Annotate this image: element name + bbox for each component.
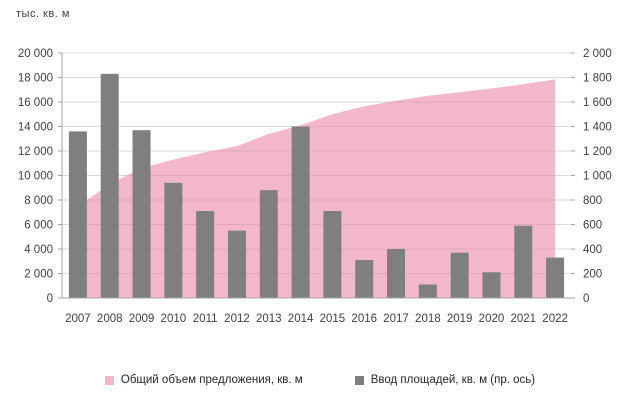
year-label-2009: 2009 <box>129 313 155 325</box>
left-axis-tick-label: 16 000 <box>18 97 53 109</box>
left-axis-tick-label: 2 000 <box>24 269 53 281</box>
left-axis-tick-label: 8 000 <box>24 195 53 207</box>
left-axis-tick-label: 4 000 <box>24 244 53 256</box>
supply-legend-swatch-icon <box>104 375 114 385</box>
right-axis-tick-label: 800 <box>583 195 602 207</box>
year-label-2007: 2007 <box>65 313 91 325</box>
right-axis-tick-label: 400 <box>583 244 602 256</box>
bar-2014 <box>291 126 310 298</box>
supply-legend-label: Общий объем предложения, кв. м <box>120 374 303 386</box>
right-axis-tick-label: 0 <box>583 293 589 305</box>
year-label-2016: 2016 <box>351 313 377 325</box>
year-label-2021: 2021 <box>510 313 536 325</box>
left-axis-tick-label: 6 000 <box>24 220 53 232</box>
right-axis-tick-label: 600 <box>583 220 602 232</box>
year-label-2017: 2017 <box>383 313 409 325</box>
bar-2021 <box>514 225 533 298</box>
year-label-2019: 2019 <box>447 313 473 325</box>
legend-item-supply: Общий объем предложения, кв. м <box>104 374 303 386</box>
bar-2013 <box>259 190 278 298</box>
bar-2010 <box>164 182 183 298</box>
year-label-2013: 2013 <box>256 313 282 325</box>
bar-2020 <box>482 272 501 298</box>
left-axis-tick-label: 10 000 <box>18 171 53 183</box>
left-axis-tick-label: 18 000 <box>18 73 53 85</box>
right-axis-tick-label: 1 200 <box>583 146 612 158</box>
bar-2011 <box>196 211 215 298</box>
year-label-2022: 2022 <box>542 313 568 325</box>
bar-2007 <box>68 131 87 298</box>
year-label-2011: 2011 <box>193 313 218 325</box>
bar-2017 <box>387 249 406 298</box>
bar-2012 <box>227 230 246 298</box>
bar-2008 <box>100 73 119 298</box>
year-label-2010: 2010 <box>161 313 187 325</box>
bar-2009 <box>132 130 151 298</box>
year-label-2014: 2014 <box>288 313 314 325</box>
year-label-2012: 2012 <box>224 313 250 325</box>
left-axis-tick-label: 0 <box>47 293 53 305</box>
right-axis-tick-label: 1 400 <box>583 122 612 134</box>
left-axis-unit-label: тыс. кв. м <box>16 8 70 20</box>
new-areas-legend-label: Ввод площадей, кв. м (пр. ось) <box>370 374 536 386</box>
chart-legend: Общий объем предложения, кв. м Ввод площ… <box>0 374 640 386</box>
year-label-2008: 2008 <box>97 313 123 325</box>
bar-2019 <box>450 252 469 298</box>
right-axis-tick-label: 1 000 <box>583 171 612 183</box>
year-label-2018: 2018 <box>415 313 441 325</box>
year-label-2020: 2020 <box>479 313 505 325</box>
left-axis-tick-label: 20 000 <box>18 48 53 60</box>
left-axis-tick-label: 12 000 <box>18 146 53 158</box>
bar-2018 <box>418 284 437 298</box>
new-areas-legend-swatch-icon <box>354 375 364 385</box>
right-axis-tick-label: 2 000 <box>583 48 612 60</box>
bar-2022 <box>546 257 565 298</box>
right-axis-tick-label: 1 800 <box>583 73 612 85</box>
right-axis-tick-label: 1 600 <box>583 97 612 109</box>
legend-item-new-areas: Ввод площадей, кв. м (пр. ось) <box>354 374 536 386</box>
bar-2016 <box>355 260 374 298</box>
year-label-2015: 2015 <box>320 313 346 325</box>
bar-2015 <box>323 211 342 298</box>
right-axis-tick-label: 200 <box>583 269 602 281</box>
left-axis-tick-label: 14 000 <box>18 122 53 134</box>
